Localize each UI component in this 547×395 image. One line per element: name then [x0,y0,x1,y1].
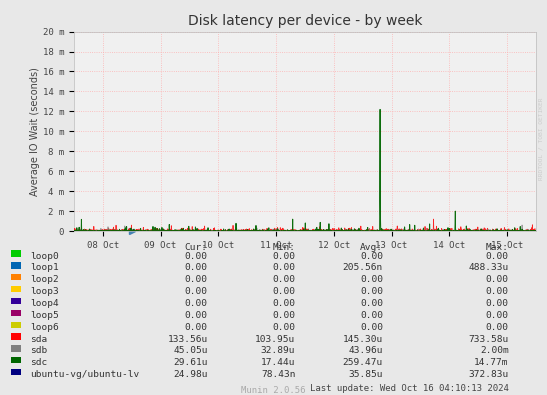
Text: 0.00: 0.00 [486,287,509,296]
Text: 0.00: 0.00 [272,275,295,284]
Text: 733.58u: 733.58u [468,335,509,344]
Text: 0.00: 0.00 [272,299,295,308]
Text: loop2: loop2 [30,275,59,284]
Y-axis label: Average IO Wait (seconds): Average IO Wait (seconds) [30,67,40,196]
Text: sdb: sdb [30,346,48,356]
Text: Last update: Wed Oct 16 04:10:13 2024: Last update: Wed Oct 16 04:10:13 2024 [310,384,509,393]
Text: 45.05u: 45.05u [173,346,208,356]
Text: sda: sda [30,335,48,344]
Text: 0.00: 0.00 [185,252,208,261]
Text: 0.00: 0.00 [272,287,295,296]
Text: 0.00: 0.00 [272,311,295,320]
Text: 17.44u: 17.44u [261,358,295,367]
Text: 43.96u: 43.96u [348,346,383,356]
Text: RRDTOOL / TOBI OETIKER: RRDTOOL / TOBI OETIKER [538,97,543,179]
Text: 0.00: 0.00 [360,311,383,320]
Text: 0.00: 0.00 [486,323,509,332]
Text: Min:: Min: [272,243,295,252]
Text: Max:: Max: [486,243,509,252]
Text: 103.95u: 103.95u [255,335,295,344]
Text: Cur:: Cur: [185,243,208,252]
Text: 2.00m: 2.00m [480,346,509,356]
Text: loop0: loop0 [30,252,59,261]
Text: 0.00: 0.00 [272,263,295,273]
Title: Disk latency per device - by week: Disk latency per device - by week [188,14,422,28]
Text: 0.00: 0.00 [360,275,383,284]
Text: 78.43n: 78.43n [261,370,295,379]
Text: Avg:: Avg: [360,243,383,252]
Text: 29.61u: 29.61u [173,358,208,367]
Text: 0.00: 0.00 [486,275,509,284]
Text: 205.56n: 205.56n [342,263,383,273]
Text: 24.98u: 24.98u [173,370,208,379]
Text: 0.00: 0.00 [360,252,383,261]
Text: 0.00: 0.00 [185,275,208,284]
Text: loop3: loop3 [30,287,59,296]
Text: loop6: loop6 [30,323,59,332]
Text: 0.00: 0.00 [185,299,208,308]
Text: 14.77m: 14.77m [474,358,509,367]
Text: 145.30u: 145.30u [342,335,383,344]
Text: 488.33u: 488.33u [468,263,509,273]
Text: sdc: sdc [30,358,48,367]
Text: 372.83u: 372.83u [468,370,509,379]
Text: loop4: loop4 [30,299,59,308]
Text: 0.00: 0.00 [272,252,295,261]
Text: 0.00: 0.00 [360,323,383,332]
Text: 32.89u: 32.89u [261,346,295,356]
Text: 0.00: 0.00 [185,311,208,320]
Text: loop5: loop5 [30,311,59,320]
Text: 0.00: 0.00 [360,299,383,308]
Text: 133.56u: 133.56u [167,335,208,344]
Text: 0.00: 0.00 [272,323,295,332]
Text: 259.47u: 259.47u [342,358,383,367]
Text: 0.00: 0.00 [360,287,383,296]
Text: loop1: loop1 [30,263,59,273]
Text: 35.85u: 35.85u [348,370,383,379]
Text: 0.00: 0.00 [185,323,208,332]
Text: 0.00: 0.00 [185,287,208,296]
Text: 0.00: 0.00 [185,263,208,273]
Text: 0.00: 0.00 [486,311,509,320]
Text: ubuntu-vg/ubuntu-lv: ubuntu-vg/ubuntu-lv [30,370,139,379]
Text: 0.00: 0.00 [486,252,509,261]
Text: Munin 2.0.56: Munin 2.0.56 [241,386,306,395]
Text: 0.00: 0.00 [486,299,509,308]
